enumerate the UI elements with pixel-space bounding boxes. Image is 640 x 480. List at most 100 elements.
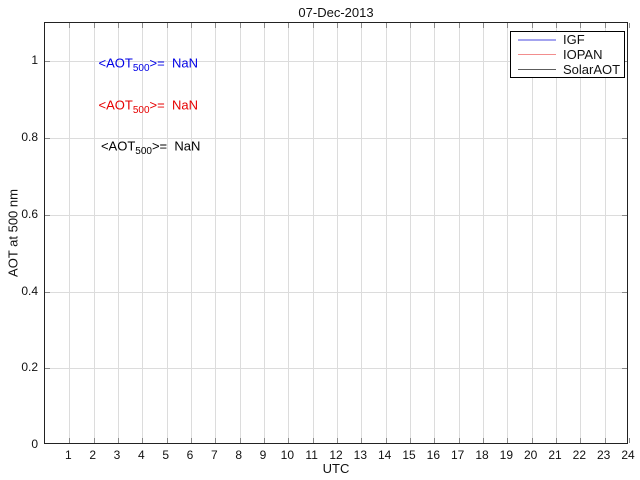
legend-label: IOPAN [563,47,603,62]
gridline-vertical [361,23,363,443]
y-tick-mark [45,291,50,293]
y-tick-label: 0.2 [21,360,38,375]
aot-mean-annotation: <AOT500>= NaN [100,138,201,158]
gridline-vertical [556,23,557,443]
x-tick-label: 6 [186,448,194,462]
x-tick-mark [337,438,338,443]
x-tick-label: 19 [499,448,514,462]
gridline-horizontal [45,368,627,370]
x-tick-label: 20 [523,448,538,462]
legend-item-solaraot: SolarAOT [511,62,624,77]
gridline-vertical [385,23,387,443]
x-tick-label: 15 [402,448,416,462]
x-tick-label: 2 [89,448,96,462]
x-tick-mark [556,23,557,28]
gridline-vertical [604,23,606,443]
x-tick-label: 23 [596,448,611,462]
x-tick-mark [93,438,95,443]
x-tick-mark [361,23,363,28]
gridline-vertical [239,23,241,443]
x-tick-label: 4 [137,448,145,462]
y-tick-mark [45,214,50,216]
x-tick-mark [580,438,582,443]
gridline-vertical [69,23,71,443]
x-tick-mark [166,438,168,443]
x-tick-mark [69,23,71,28]
x-tick-mark [629,438,630,443]
gridline-vertical [410,23,411,443]
legend-line-sample [518,68,556,71]
legend-box: IGF IOPAN SolarAOT [510,31,625,78]
y-tick-mark [45,368,50,370]
x-tick-label: 3 [113,448,121,462]
x-axis-label: UTC [322,461,350,476]
x-tick-mark [483,23,484,28]
gridline-vertical [580,23,582,443]
y-tick-mark [622,214,627,216]
gridline-vertical [458,23,460,443]
y-tick-mark [45,138,50,140]
x-tick-mark [556,438,557,443]
y-tick-mark [45,61,50,63]
x-tick-mark [507,438,509,443]
x-tick-label: 12 [329,448,343,462]
x-tick-mark [361,438,363,443]
legend-item-iopan: IOPAN [511,47,624,62]
plot-title: 07-Dec-2013 [298,5,374,20]
x-tick-mark [580,23,582,28]
y-tick-mark [622,291,627,293]
x-tick-label: 5 [162,448,169,462]
x-tick-mark [69,438,71,443]
x-tick-mark [118,438,119,443]
legend-line-sample [518,38,556,41]
x-tick-label: 16 [426,448,441,462]
x-tick-mark [531,438,533,443]
x-tick-mark [385,438,387,443]
x-tick-label: 17 [450,448,465,462]
gridline-vertical [288,23,290,443]
gridline-vertical [264,23,265,443]
x-tick-label: 18 [475,448,489,462]
x-tick-mark [166,23,168,28]
legend-item-igf: IGF [511,32,624,47]
x-tick-mark [434,23,436,28]
gridline-vertical [142,23,144,443]
x-tick-mark [288,23,290,28]
gridline-vertical [507,23,509,443]
x-tick-mark [191,23,192,28]
x-tick-label: 1 [64,448,72,462]
y-tick-label: 0.4 [21,283,38,298]
x-tick-mark [264,23,265,28]
x-tick-mark [142,438,144,443]
x-tick-label: 13 [353,448,368,462]
x-tick-label: 10 [280,448,295,462]
y-tick-label: 0.8 [21,130,38,145]
aot-mean-annotation: <AOT500>= NaN [98,55,198,75]
gridline-horizontal [45,61,627,63]
gridline-horizontal [45,138,627,140]
y-tick-label: 1 [31,53,38,68]
x-tick-mark [410,23,411,28]
x-tick-label: 24 [621,448,635,462]
gridline-vertical [93,23,95,443]
legend-label: SolarAOT [563,62,621,77]
x-tick-label: 11 [305,448,318,462]
x-tick-mark [604,438,606,443]
gridline-vertical [166,23,168,443]
y-tick-mark [622,138,627,140]
x-tick-mark [118,23,119,28]
x-tick-mark [142,23,144,28]
x-tick-label: 21 [548,448,562,462]
x-tick-mark [215,23,217,28]
x-tick-mark [458,23,460,28]
x-tick-mark [507,23,509,28]
x-tick-mark [483,438,484,443]
x-tick-mark [239,438,241,443]
x-tick-mark [531,23,533,28]
x-tick-mark [239,23,241,28]
x-tick-mark [312,438,314,443]
legend-line-sample [518,53,556,56]
x-tick-label: 8 [235,448,242,462]
x-tick-mark [337,23,338,28]
